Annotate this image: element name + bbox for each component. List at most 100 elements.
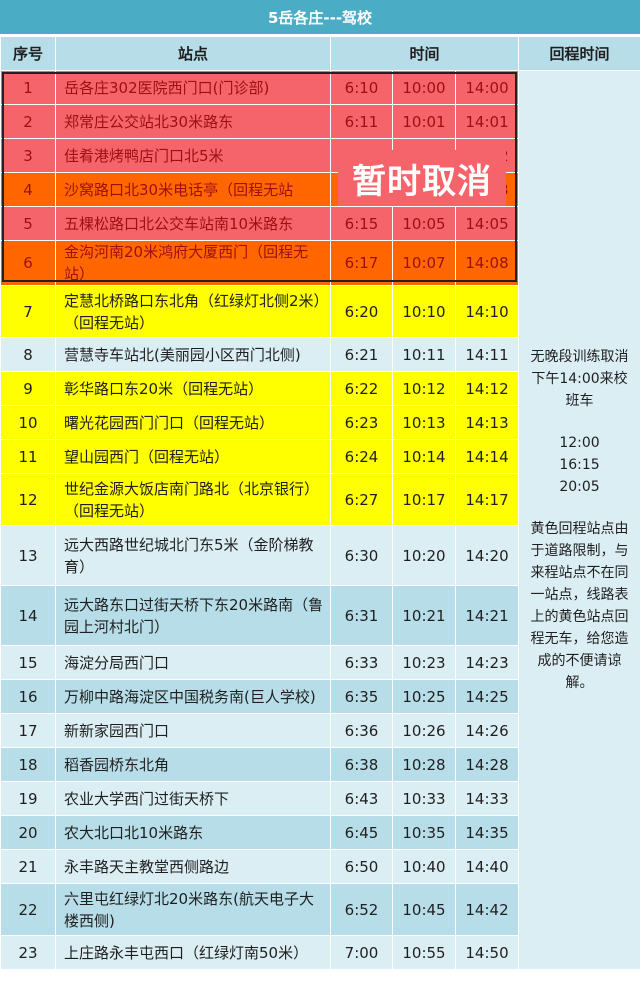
time-afternoon: 14:40 [454,849,520,884]
table-row: 18 稻香园桥东北角 6:38 10:28 14:28 [0,747,640,782]
station-name: 金沟河南20米鸿府大厦西门（回程无站） [55,240,331,286]
row-number: 23 [0,935,56,970]
station-name: 佳肴港烤鸭店门口北5米 [55,138,331,173]
time-afternoon: 14:21 [454,585,520,646]
time-afternoon: 14:12 [454,371,520,406]
table-row: 14 远大路东口过街天桥下东20米路南（鲁园上河村北门） 6:31 10:21 14:2… [0,585,640,646]
time-midday: 10:35 [392,815,456,850]
time-midday: 10:33 [392,781,456,816]
time-midday: 10:28 [392,747,456,782]
time-afternoon: 14:10 [454,285,520,338]
station-name: 农大北口北10米路东 [55,815,331,850]
route-title: 5岳各庄---驾校 [0,0,640,36]
table-row: 2 郑常庄公交站北30米路东 6:11 10:01 14:01 [0,104,640,139]
time-midday: 10:10 [392,285,456,338]
time-afternoon: 14:05 [454,206,520,241]
time-afternoon: 14:42 [454,883,520,936]
time-afternoon: 14:50 [454,935,520,970]
time-midday: 10:05 [392,206,456,241]
time-morning: 6:20 [330,285,393,338]
table-row: 5 五棵松路口北公交车站南10米路东 6:15 10:05 14:05 [0,206,640,241]
station-name: 曙光花园西门门口（回程无站） [55,405,331,440]
table-row: 7 定慧北桥路口东北角（红绿灯北侧2米）（回程无站） 6:20 10:10 14:10 [0,285,640,338]
time-afternoon: 14:26 [454,713,520,748]
time-morning: 6:15 [330,206,393,241]
time-midday: 10:01 [392,104,456,139]
time-morning: 6:30 [330,525,393,586]
table-row: 13 远大西路世纪城北门东5米（金阶梯教育） 6:30 10:20 14:20 [0,525,640,586]
station-name: 稻香园桥东北角 [55,747,331,782]
row-number: 4 [0,172,56,207]
time-midday: 10:14 [392,439,456,474]
time-afternoon: 14:00 [454,70,520,105]
table-row: 15 海淀分局西门口 6:33 10:23 14:23 [0,645,640,680]
time-morning: 6:45 [330,815,393,850]
row-number: 2 [0,104,56,139]
time-midday: 10:13 [392,405,456,440]
time-midday: 10:11 [392,337,456,372]
time-morning: 6:17 [330,240,393,286]
row-number: 3 [0,138,56,173]
station-name: 海淀分局西门口 [55,645,331,680]
row-number: 18 [0,747,56,782]
time-afternoon: 14:35 [454,815,520,850]
row-number: 16 [0,679,56,714]
table-row: 11 望山园西门（回程无站） 6:24 10:14 14:14 [0,439,640,474]
time-midday: 10:40 [392,849,456,884]
time-afternoon: 14:01 [454,104,520,139]
station-name: 岳各庄302医院西门口(门诊部) [55,70,331,105]
row-number: 12 [0,473,56,526]
header-time: 时间 [329,36,520,71]
header-row: 序号 站点 时间 回程时间 [0,36,640,71]
station-name: 郑常庄公交站北30米路东 [55,104,331,139]
station-name: 沙窝路口北30米电话亭（回程无站 [55,172,331,207]
time-midday: 10:23 [392,645,456,680]
row-number: 21 [0,849,56,884]
time-afternoon: 14:28 [454,747,520,782]
header-return: 回程时间 [518,36,640,71]
return-time: 20:05 [559,479,600,495]
time-midday: 10:12 [392,371,456,406]
time-midday: 10:17 [392,473,456,526]
schedule-table: 序号 站点 时间 回程时间 1 岳各庄302医院西门口(门诊部) 6:10 10:00… [0,36,640,970]
station-name: 远大西路世纪城北门东5米（金阶梯教育） [55,525,331,586]
row-number: 1 [0,70,56,105]
header-station: 站点 [55,36,331,71]
time-morning: 6:43 [330,781,393,816]
time-morning: 6:22 [330,371,393,406]
station-name: 六里屯红绿灯北20米路东(航天电子大楼西侧) [55,883,331,936]
row-number: 8 [0,337,56,372]
table-row: 12 世纪金源大饭店南门路北（北京银行）（回程无站） 6:27 10:17 14:17 [0,473,640,526]
row-number: 10 [0,405,56,440]
return-notice: 无晚段训练取消下午14:00来校班车 [530,349,629,409]
table-row: 19 农业大学西门过街天桥下 6:43 10:33 14:33 [0,781,640,816]
table-row: 8 营慧寺车站北(美丽园小区西门北侧) 6:21 10:11 14:11 [0,337,640,372]
time-morning: 6:33 [330,645,393,680]
time-midday: 10:55 [392,935,456,970]
time-afternoon: 14:13 [454,405,520,440]
time-midday: 10:21 [392,585,456,646]
row-number: 14 [0,585,56,646]
time-midday: 10:25 [392,679,456,714]
time-afternoon: 14:11 [454,337,520,372]
time-afternoon: 14:14 [454,439,520,474]
station-name: 望山园西门（回程无站） [55,439,331,474]
station-name: 营慧寺车站北(美丽园小区西门北侧) [55,337,331,372]
station-name: 农业大学西门过街天桥下 [55,781,331,816]
time-morning: 7:00 [330,935,393,970]
station-name: 彰华路口东20米（回程无站） [55,371,331,406]
station-name: 远大路东口过街天桥下东20米路南（鲁园上河村北门） [55,585,331,646]
time-morning: 6:31 [330,585,393,646]
time-morning: 6:27 [330,473,393,526]
table-row: 22 六里屯红绿灯北20米路东(航天电子大楼西侧) 6:52 10:45 14:42 [0,883,640,936]
time-morning: 6:35 [330,679,393,714]
station-name: 世纪金源大饭店南门路北（北京银行）（回程无站） [55,473,331,526]
row-number: 5 [0,206,56,241]
time-midday: 10:07 [392,240,456,286]
time-morning: 6:10 [330,70,393,105]
time-midday: 10:45 [392,883,456,936]
row-number: 19 [0,781,56,816]
time-morning: 6:36 [330,713,393,748]
table-row: 23 上庄路永丰屯西口（红绿灯南50米） 7:00 10:55 14:50 [0,935,640,970]
table-row: 17 新新家园西门口 6:36 10:26 14:26 [0,713,640,748]
